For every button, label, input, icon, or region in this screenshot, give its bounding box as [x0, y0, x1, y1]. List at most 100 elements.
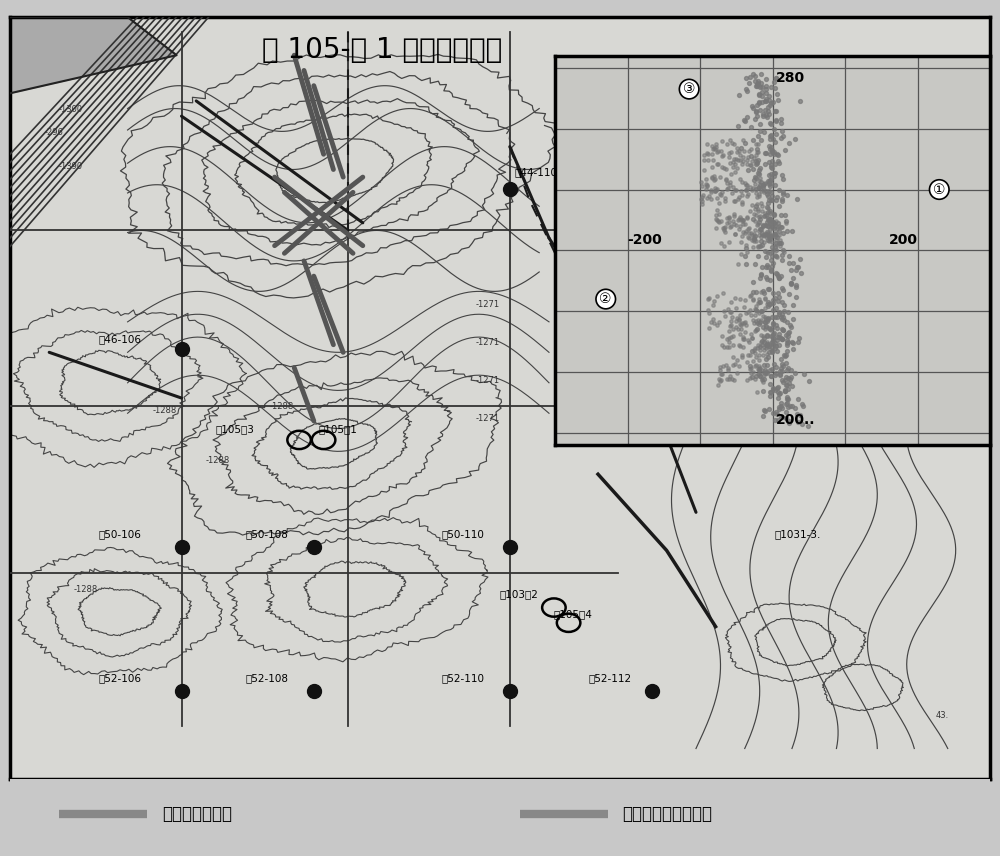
Point [764, 220, 780, 234]
Point [698, 173, 714, 187]
Point [794, 397, 810, 411]
Point [714, 149, 730, 163]
Point [783, 276, 799, 289]
Point [750, 296, 766, 310]
Point [771, 156, 787, 169]
Point [712, 364, 728, 377]
Point [762, 228, 778, 241]
Point [706, 141, 722, 155]
Point [785, 342, 801, 356]
Point [748, 208, 764, 222]
Point [729, 366, 745, 379]
Point [769, 220, 785, 234]
Point [714, 367, 730, 381]
Point [749, 322, 765, 336]
Point [766, 222, 782, 235]
Point [739, 182, 755, 196]
Point [792, 252, 808, 265]
Point [774, 193, 790, 206]
Point [725, 358, 741, 372]
Point [762, 179, 778, 193]
Point [751, 361, 767, 375]
Point [760, 247, 776, 260]
Point [739, 153, 755, 167]
Point [761, 168, 777, 181]
Point [778, 370, 794, 383]
Point [745, 101, 761, 115]
Point [788, 263, 804, 276]
Point [759, 271, 775, 285]
Point [758, 312, 774, 326]
Point [777, 383, 793, 397]
Point [774, 294, 790, 308]
Point [734, 316, 750, 330]
Point [764, 250, 780, 264]
Point [764, 329, 780, 342]
Point [749, 385, 765, 399]
Point [742, 158, 758, 172]
Point [708, 137, 724, 151]
Point [713, 367, 729, 381]
Point [764, 344, 780, 358]
Point [768, 360, 784, 374]
Point [773, 220, 789, 234]
Point [785, 299, 801, 312]
Point [752, 162, 768, 175]
Point [727, 165, 743, 179]
Point [737, 293, 753, 306]
Point [720, 364, 736, 377]
Point [732, 339, 748, 353]
Point [754, 238, 770, 252]
Point [758, 228, 774, 241]
Point [765, 215, 781, 229]
Point [752, 178, 768, 192]
Point [774, 332, 790, 346]
Point [732, 210, 748, 223]
Point [754, 96, 770, 110]
Point [752, 316, 768, 330]
Point [739, 84, 755, 98]
Point [753, 230, 769, 244]
Point [734, 175, 750, 188]
Point [762, 329, 778, 342]
Text: 280: 280 [776, 71, 805, 85]
Point [758, 92, 774, 106]
Point [777, 373, 793, 387]
Point [790, 336, 806, 349]
Text: -1288: -1288 [74, 586, 98, 594]
Point [741, 75, 757, 89]
Point [751, 88, 767, 102]
Point [710, 378, 726, 392]
Point [715, 148, 731, 162]
Point [773, 310, 789, 324]
Point [751, 359, 767, 372]
Point [752, 117, 768, 131]
Point [747, 111, 763, 125]
Point [729, 145, 745, 158]
Point [717, 221, 733, 235]
Point [731, 222, 747, 235]
Point [762, 385, 778, 399]
Point [707, 184, 723, 198]
Point [757, 176, 773, 190]
Point [738, 82, 754, 96]
Point [788, 290, 804, 304]
Point [731, 338, 747, 352]
Point [757, 322, 773, 336]
Point [766, 147, 782, 161]
Text: -1390: -1390 [59, 163, 83, 171]
Point [726, 207, 742, 221]
Point [727, 183, 743, 197]
Point [762, 377, 778, 390]
Point [757, 146, 773, 159]
Point [768, 249, 784, 263]
Point [714, 161, 730, 175]
Point [752, 361, 768, 375]
Point [703, 182, 719, 196]
Point [708, 183, 724, 197]
Point [757, 94, 773, 108]
Point [762, 205, 778, 218]
Point [801, 374, 817, 388]
Point [781, 257, 797, 270]
Point [751, 210, 767, 223]
